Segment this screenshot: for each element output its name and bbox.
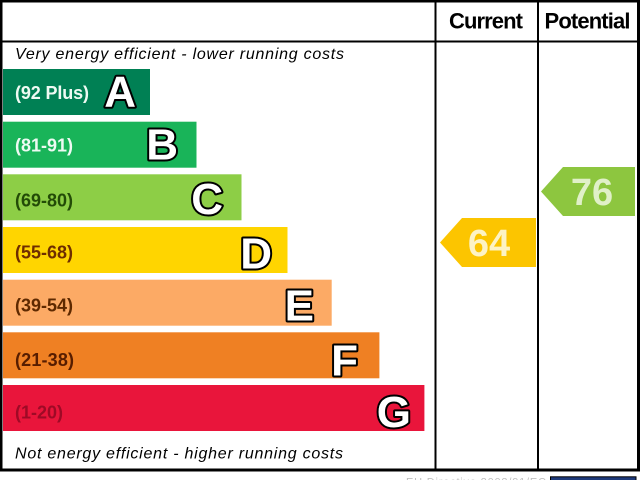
svg-text:(39-54): (39-54)	[15, 296, 73, 316]
svg-text:Current: Current	[449, 9, 524, 34]
svg-text:EU Directive 2002/91/EC: EU Directive 2002/91/EC	[406, 477, 546, 480]
svg-text:G: G	[377, 388, 411, 437]
svg-text:B: B	[146, 121, 178, 170]
svg-text:(1-20): (1-20)	[15, 403, 63, 423]
svg-text:Potential: Potential	[545, 9, 631, 34]
svg-text:(69-80): (69-80)	[15, 190, 73, 210]
svg-text:D: D	[240, 230, 272, 279]
svg-text:Not energy efficient - higher: Not energy efficient - higher running co…	[15, 446, 343, 463]
svg-text:(81-91): (81-91)	[15, 136, 73, 156]
svg-text:64: 64	[468, 223, 510, 265]
svg-text:(21-38): (21-38)	[15, 350, 74, 370]
svg-text:(92 Plus): (92 Plus)	[15, 83, 89, 103]
svg-text:C: C	[191, 175, 223, 224]
svg-text:76: 76	[571, 172, 613, 214]
svg-text:E: E	[285, 282, 314, 331]
svg-text:Very energy efficient - lower: Very energy efficient - lower running co…	[15, 46, 344, 63]
svg-text:F: F	[331, 337, 358, 386]
svg-text:A: A	[104, 68, 136, 117]
svg-text:(55-68): (55-68)	[15, 243, 73, 263]
